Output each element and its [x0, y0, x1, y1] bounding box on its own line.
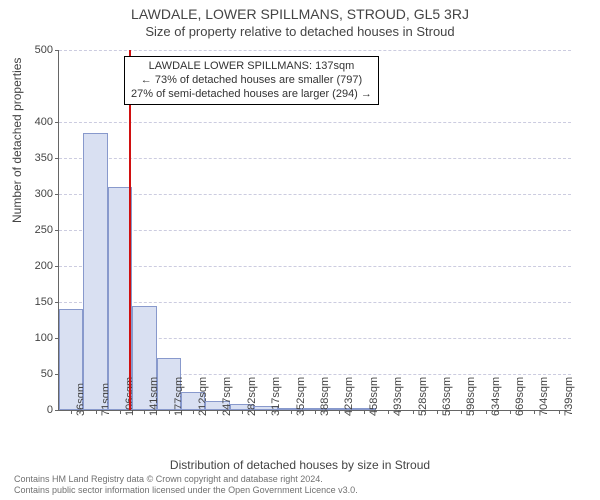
xtick-mark — [291, 410, 292, 414]
xtick-label: 669sqm — [514, 377, 526, 416]
ytick-mark — [55, 50, 59, 51]
y-axis-label: Number of detached properties — [10, 58, 24, 223]
histogram-bar — [83, 133, 107, 410]
xtick-mark — [437, 410, 438, 414]
ytick-label: 300 — [35, 188, 53, 200]
xtick-mark — [242, 410, 243, 414]
xtick-mark — [217, 410, 218, 414]
ytick-label: 150 — [35, 296, 53, 308]
xtick-mark — [339, 410, 340, 414]
xtick-mark — [364, 410, 365, 414]
ytick-label: 50 — [41, 368, 53, 380]
xtick-label: 634sqm — [490, 377, 502, 416]
xtick-mark — [266, 410, 267, 414]
annotation-line: 27% of semi-detached houses are larger (… — [131, 88, 372, 102]
xtick-label: 563sqm — [441, 377, 453, 416]
xtick-label: 423sqm — [343, 377, 355, 416]
ytick-label: 0 — [47, 404, 53, 416]
xtick-label: 739sqm — [563, 377, 575, 416]
gridline — [59, 158, 571, 159]
xtick-label: 704sqm — [538, 377, 550, 416]
xtick-label: 598sqm — [465, 377, 477, 416]
ytick-mark — [55, 194, 59, 195]
ytick-label: 250 — [35, 224, 53, 236]
gridline — [59, 122, 571, 123]
xtick-mark — [193, 410, 194, 414]
x-axis-label: Distribution of detached houses by size … — [0, 458, 600, 472]
xtick-label: 317sqm — [270, 377, 282, 416]
annotation-line: LAWDALE LOWER SPILLMANS: 137sqm — [131, 60, 372, 74]
xtick-label: 528sqm — [417, 377, 429, 416]
xtick-label: 247sqm — [221, 377, 233, 416]
ytick-label: 100 — [35, 332, 53, 344]
xtick-label: 352sqm — [295, 377, 307, 416]
chart-title: LAWDALE, LOWER SPILLMANS, STROUD, GL5 3R… — [0, 6, 600, 22]
xtick-mark — [71, 410, 72, 414]
ytick-label: 400 — [35, 116, 53, 128]
xtick-mark — [169, 410, 170, 414]
marker-annotation: LAWDALE LOWER SPILLMANS: 137sqm ← 73% of… — [124, 56, 379, 105]
copyright-footer: Contains HM Land Registry data © Crown c… — [14, 474, 358, 496]
xtick-mark — [510, 410, 511, 414]
plot-area: 05010015020025030035040050036sqm71sqm106… — [58, 50, 571, 411]
gridline — [59, 302, 571, 303]
footer-line: Contains HM Land Registry data © Crown c… — [14, 474, 358, 485]
xtick-label: 458sqm — [368, 377, 380, 416]
xtick-mark — [144, 410, 145, 414]
ytick-label: 350 — [35, 152, 53, 164]
xtick-label: 212sqm — [197, 377, 209, 416]
chart-subtitle: Size of property relative to detached ho… — [0, 24, 600, 39]
xtick-mark — [559, 410, 560, 414]
xtick-label: 493sqm — [392, 377, 404, 416]
ytick-mark — [55, 122, 59, 123]
ytick-mark — [55, 230, 59, 231]
gridline — [59, 50, 571, 51]
ytick-mark — [55, 266, 59, 267]
gridline — [59, 194, 571, 195]
xtick-mark — [486, 410, 487, 414]
gridline — [59, 230, 571, 231]
xtick-mark — [315, 410, 316, 414]
xtick-label: 282sqm — [246, 377, 258, 416]
xtick-mark — [120, 410, 121, 414]
xtick-mark — [388, 410, 389, 414]
ytick-label: 200 — [35, 260, 53, 272]
footer-line: Contains public sector information licen… — [14, 485, 358, 496]
ytick-mark — [55, 158, 59, 159]
ytick-label: 500 — [35, 44, 53, 56]
xtick-mark — [413, 410, 414, 414]
property-size-chart: LAWDALE, LOWER SPILLMANS, STROUD, GL5 3R… — [0, 0, 600, 500]
ytick-mark — [55, 410, 59, 411]
ytick-mark — [55, 302, 59, 303]
xtick-mark — [534, 410, 535, 414]
xtick-label: 388sqm — [319, 377, 331, 416]
xtick-mark — [96, 410, 97, 414]
annotation-line: ← 73% of detached houses are smaller (79… — [131, 74, 372, 88]
xtick-mark — [461, 410, 462, 414]
gridline — [59, 266, 571, 267]
